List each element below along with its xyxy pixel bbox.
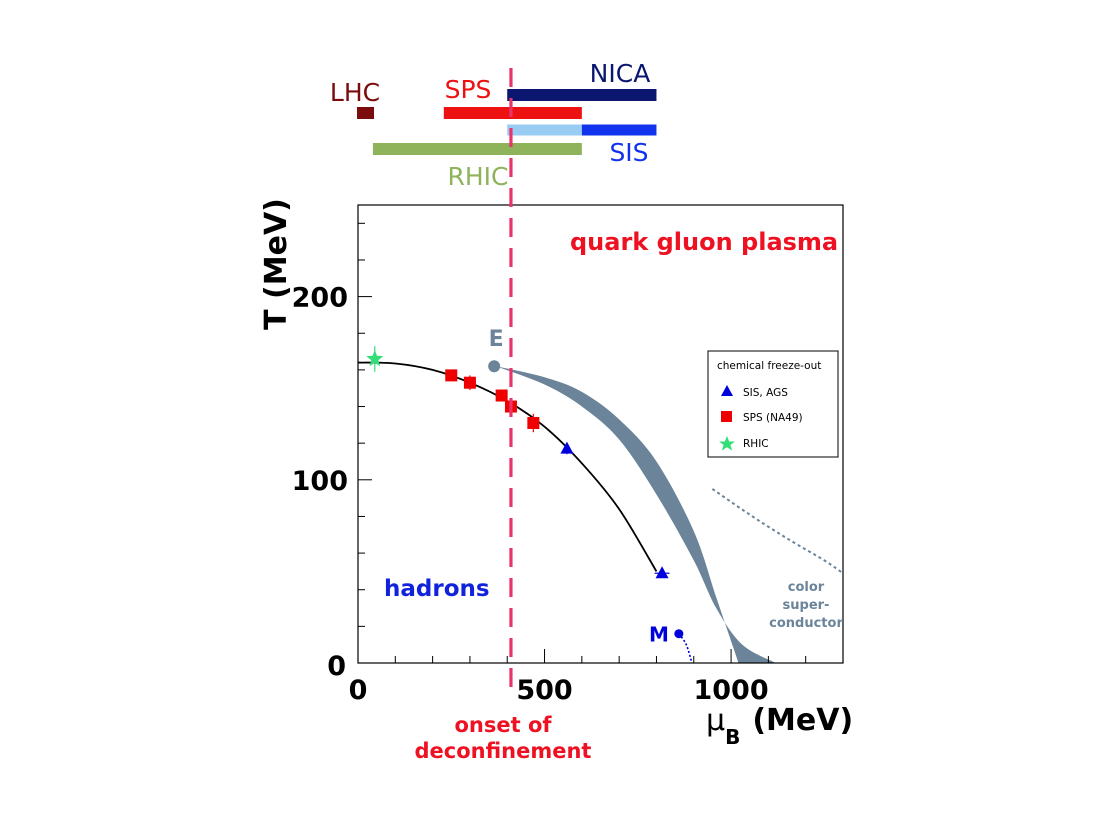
facility-bar-rhic	[372, 143, 582, 155]
axis-ticks: 0 500 1000 100 200 0	[292, 222, 844, 706]
legend-marker-square	[721, 411, 732, 422]
sis-point	[560, 441, 574, 454]
y-tick-label: 200	[292, 283, 348, 314]
onset-label-line2: deconfinement	[415, 739, 592, 763]
csc-label-line3: conductor	[769, 616, 843, 631]
rhic-point	[366, 349, 384, 367]
sps-point	[445, 369, 458, 382]
x-axis-symbol: μ	[706, 703, 725, 738]
csc-boundary-line	[711, 488, 844, 575]
facility-label-lhc: LHC	[330, 78, 380, 107]
nuclear-matter-marker	[674, 629, 684, 639]
x-tick-label: 1000	[693, 675, 768, 706]
facility-label-sps: SPS	[445, 75, 492, 104]
plot-frame	[357, 204, 844, 664]
facility-bar-sis-low	[507, 124, 582, 136]
onset-label-line1: onset of	[454, 713, 552, 737]
facility-ranges: LHC SPS NICA SIS RHIC	[330, 59, 657, 191]
facility-label-nica: NICA	[590, 59, 651, 88]
legend-box	[707, 350, 839, 458]
y-tick-label-zero: 0	[327, 651, 346, 682]
sps-point	[495, 389, 508, 402]
legend-marker-triangle	[721, 385, 733, 396]
y-axis-label: T (MeV)	[259, 198, 294, 330]
sis-point	[655, 566, 669, 579]
nuclear-matter-tail	[678, 633, 693, 664]
csc-label-line2: super-	[783, 598, 830, 613]
x-tick-label: 500	[516, 675, 572, 706]
x-axis-unit: (MeV)	[752, 703, 853, 738]
legend-entry-sis: SIS, AGS	[743, 387, 788, 399]
csc-label-line1: color	[788, 580, 825, 595]
facility-bar-sps	[443, 107, 582, 119]
facility-bar-sis	[581, 124, 657, 136]
critical-point-marker	[488, 360, 501, 373]
facility-bar-nica	[507, 89, 657, 101]
sps-point	[527, 417, 540, 430]
x-axis-subscript: B	[725, 725, 740, 749]
facility-label-sis: SIS	[609, 138, 648, 167]
critical-point-label: E	[489, 327, 504, 352]
x-tick-label: 0	[349, 675, 368, 706]
data-points	[366, 346, 670, 579]
facility-bar-lhc	[357, 107, 374, 119]
hadrons-label: hadrons	[384, 576, 490, 602]
nuclear-matter-label: M	[649, 623, 669, 647]
x-axis-label: μB (MeV)	[706, 703, 853, 749]
crossover-band-group: EM	[488, 327, 844, 664]
legend-entry-rhic: RHIC	[743, 438, 769, 450]
qgp-label: quark gluon plasma	[570, 228, 838, 256]
legend-marker-star	[719, 436, 735, 451]
facility-label-rhic: RHIC	[448, 162, 509, 191]
sps-point	[463, 376, 476, 389]
legend-title: chemical freeze-out	[717, 360, 821, 372]
y-tick-label: 100	[292, 466, 348, 497]
legend: chemical freeze-out SIS, AGS SPS (NA49) …	[707, 350, 839, 458]
legend-entry-sps: SPS (NA49)	[743, 412, 803, 424]
